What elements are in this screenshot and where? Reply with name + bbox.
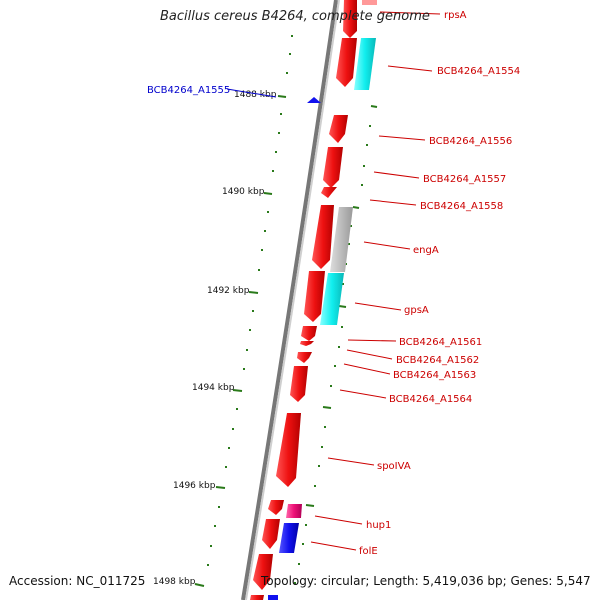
feature-folE-blue[interactable] [279,523,299,553]
gene-BCB4264_A1561-arrow[interactable] [301,326,317,341]
gene-label-BCB4264_A1555[interactable]: BCB4264_A1555 [147,85,230,96]
gene-BCB4264_A1564-arrow[interactable] [290,366,308,402]
ruler-label-1490: 1490 kbp [222,187,265,197]
gene-BCB4264_A1554-arrow[interactable] [336,38,357,87]
gene-spoIVA-arrow[interactable] [276,413,301,487]
genome-title: Bacillus cereus B4264, complete genome [160,9,430,24]
feature-rpsA-pink[interactable] [362,0,377,5]
outer-tick-track [294,105,378,584]
gene-label-BCB4264_A1557[interactable]: BCB4264_A1557 [423,174,506,185]
ruler: 1488 kbp 1490 kbp 1492 kbp 1494 kbp 1496… [153,35,293,587]
gene-label-BCB4264_A1562[interactable]: BCB4264_A1562 [396,355,479,366]
gene-label-BCB4264_A1558[interactable]: BCB4264_A1558 [420,201,503,212]
gene-label-BCB4264_A1561[interactable]: BCB4264_A1561 [399,337,482,348]
gene-BCB4264_A1555-arrow[interactable] [307,97,321,103]
gene-bottom-arrow[interactable] [250,595,264,600]
gene-next-arrow[interactable] [253,554,273,590]
gene-label-gpsA[interactable]: gpsA [404,305,429,316]
label-leader-blue [226,88,277,98]
feature-BCB4264_A1554-cyan[interactable] [354,38,376,90]
gene-folE-arrow[interactable] [262,519,280,549]
accession-text: Accession: NC_011725 [9,574,146,588]
gene-bottom-blue[interactable] [268,595,278,600]
gene-label-hup1[interactable]: hup1 [366,520,391,531]
topology-text: Topology: circular; Length: 5,419,036 bp… [261,574,591,588]
gene-label-engA[interactable]: engA [413,245,439,256]
gene-BCB4264_A1558-arrow[interactable] [321,187,337,198]
gene-label-BCB4264_A1556[interactable]: BCB4264_A1556 [429,136,512,147]
gene-label-BCB4264_A1563[interactable]: BCB4264_A1563 [393,370,476,381]
ruler-label-1496: 1496 kbp [173,481,216,491]
ruler-label-1498: 1498 kbp [153,577,196,587]
gene-BCB4264_A1557-arrow[interactable] [323,147,343,188]
gene-rpsA-arrow[interactable] [343,0,357,38]
gene-BCB4264_A1562-arrow[interactable] [300,341,314,346]
reverse-strand-genes [250,0,357,600]
gene-BCB4264_A1563-arrow[interactable] [297,352,312,363]
ruler-label-1494: 1494 kbp [192,383,235,393]
ruler-label-1492: 1492 kbp [207,286,250,296]
label-leaders [310,11,441,551]
genome-backbone [241,0,338,600]
gene-label-BCB4264_A1554[interactable]: BCB4264_A1554 [437,66,520,77]
gene-gpsA-arrow[interactable] [304,271,325,322]
feature-gpsA-cyan[interactable] [320,273,344,325]
gene-label-folE[interactable]: folE [359,546,378,557]
gene-labels: rpsA BCB4264_A1554 BCB4264_A1555 BCB4264… [147,10,520,557]
gene-label-BCB4264_A1564[interactable]: BCB4264_A1564 [389,394,472,405]
genome-backbone-highlight [245,0,340,600]
gene-label-rpsA[interactable]: rpsA [444,10,467,21]
feature-hup1-pink[interactable] [286,504,302,518]
gene-label-spoIVA[interactable]: spoIVA [377,461,411,472]
gene-BCB4264_A1556-arrow[interactable] [329,115,348,143]
gene-hup1-arrow[interactable] [268,500,284,515]
ruler-labels: 1488 kbp 1490 kbp 1492 kbp 1494 kbp 1496… [153,90,277,587]
ruler-label-1488: 1488 kbp [234,90,277,100]
feature-engA-gray[interactable] [330,207,353,272]
gene-engA-arrow[interactable] [312,205,334,269]
ruler-ticks [194,35,293,587]
feature-track [279,0,377,553]
